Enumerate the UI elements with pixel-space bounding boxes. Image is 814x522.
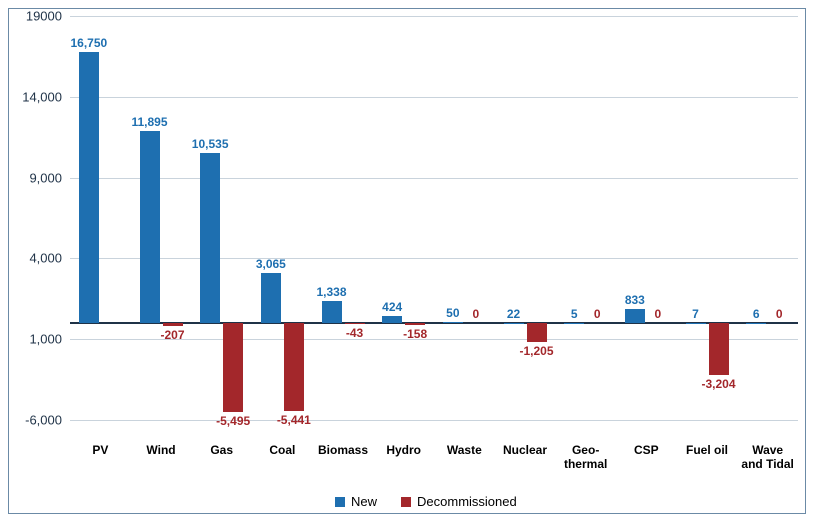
gridline bbox=[70, 97, 798, 98]
value-label-decommissioned: -43 bbox=[346, 326, 363, 340]
bar-new bbox=[261, 273, 281, 323]
value-label-new: 833 bbox=[625, 293, 645, 307]
bar-decommissioned bbox=[223, 323, 243, 412]
bar-decommissioned bbox=[284, 323, 304, 411]
legend-label: New bbox=[351, 494, 377, 509]
value-label-new: 22 bbox=[507, 307, 520, 321]
category-label: Geo- thermal bbox=[564, 444, 607, 472]
bar-new bbox=[564, 323, 584, 324]
value-label-new: 3,065 bbox=[256, 257, 286, 271]
plot-area: 1900014,0009,0004,0001,000-6,00016,75011… bbox=[70, 16, 798, 436]
bar-decommissioned bbox=[405, 323, 425, 326]
value-label-new: 11,895 bbox=[131, 115, 167, 129]
category-label: Waste bbox=[447, 444, 482, 458]
value-label-new: 7 bbox=[692, 307, 699, 321]
category-label: PV bbox=[92, 444, 108, 458]
legend-swatch bbox=[401, 497, 411, 507]
bar-new bbox=[686, 323, 706, 324]
bar-new bbox=[746, 323, 766, 324]
value-label-new: 16,750 bbox=[70, 36, 107, 50]
value-label-new: 10,535 bbox=[192, 137, 229, 151]
value-label-decommissioned: -207 bbox=[160, 328, 184, 342]
bar-new bbox=[625, 309, 645, 322]
legend-label: Decommissioned bbox=[417, 494, 517, 509]
bar-decommissioned bbox=[709, 323, 729, 375]
value-label-new: 1,338 bbox=[316, 285, 346, 299]
value-label-decommissioned: 0 bbox=[472, 307, 479, 321]
category-label: Nuclear bbox=[503, 444, 547, 458]
y-tick-label: 4,000 bbox=[29, 251, 70, 266]
value-label-decommissioned: -3,204 bbox=[701, 377, 735, 391]
y-tick-label: 19000 bbox=[26, 9, 70, 24]
bar-new bbox=[200, 153, 220, 323]
category-label: Coal bbox=[269, 444, 295, 458]
gridline bbox=[70, 16, 798, 17]
y-tick-label: -6,000 bbox=[25, 412, 70, 427]
value-label-decommissioned: 0 bbox=[776, 307, 783, 321]
value-label-decommissioned: -158 bbox=[403, 327, 427, 341]
y-tick-label: 9,000 bbox=[29, 170, 70, 185]
value-label-decommissioned: -5,495 bbox=[216, 414, 250, 428]
category-label: Wave and Tidal bbox=[741, 444, 793, 472]
legend-item: Decommissioned bbox=[401, 494, 517, 509]
legend: New Decommissioned bbox=[335, 494, 517, 509]
category-label: Wind bbox=[146, 444, 175, 458]
gridline bbox=[70, 178, 798, 179]
y-tick-label: 1,000 bbox=[29, 332, 70, 347]
value-label-new: 6 bbox=[753, 307, 760, 321]
bar-new bbox=[140, 131, 160, 323]
bar-new bbox=[322, 301, 342, 323]
bar-decommissioned bbox=[345, 323, 365, 324]
gridline bbox=[70, 420, 798, 421]
value-label-decommissioned: -1,205 bbox=[519, 344, 553, 358]
category-label: Fuel oil bbox=[686, 444, 728, 458]
legend-swatch bbox=[335, 497, 345, 507]
bar-new bbox=[79, 52, 99, 323]
bar-new bbox=[443, 322, 463, 323]
category-label: Gas bbox=[210, 444, 233, 458]
bar-decommissioned bbox=[527, 323, 547, 342]
bar-decommissioned bbox=[163, 323, 183, 326]
value-label-new: 5 bbox=[571, 307, 578, 321]
value-label-new: 50 bbox=[446, 306, 459, 320]
value-label-decommissioned: -5,441 bbox=[277, 413, 311, 427]
bar-new bbox=[504, 323, 524, 324]
legend-item: New bbox=[335, 494, 377, 509]
gridline bbox=[70, 258, 798, 259]
y-tick-label: 14,000 bbox=[22, 89, 70, 104]
value-label-new: 424 bbox=[382, 300, 402, 314]
category-label: Biomass bbox=[318, 444, 368, 458]
value-label-decommissioned: 0 bbox=[654, 307, 661, 321]
bar-new bbox=[382, 316, 402, 323]
value-label-decommissioned: 0 bbox=[594, 307, 601, 321]
x-axis-labels: PV Wind Gas Coal Biomass Hydro Waste Nuclear Geo… bbox=[70, 444, 798, 484]
category-label: Hydro bbox=[386, 444, 421, 458]
category-label: CSP bbox=[634, 444, 659, 458]
